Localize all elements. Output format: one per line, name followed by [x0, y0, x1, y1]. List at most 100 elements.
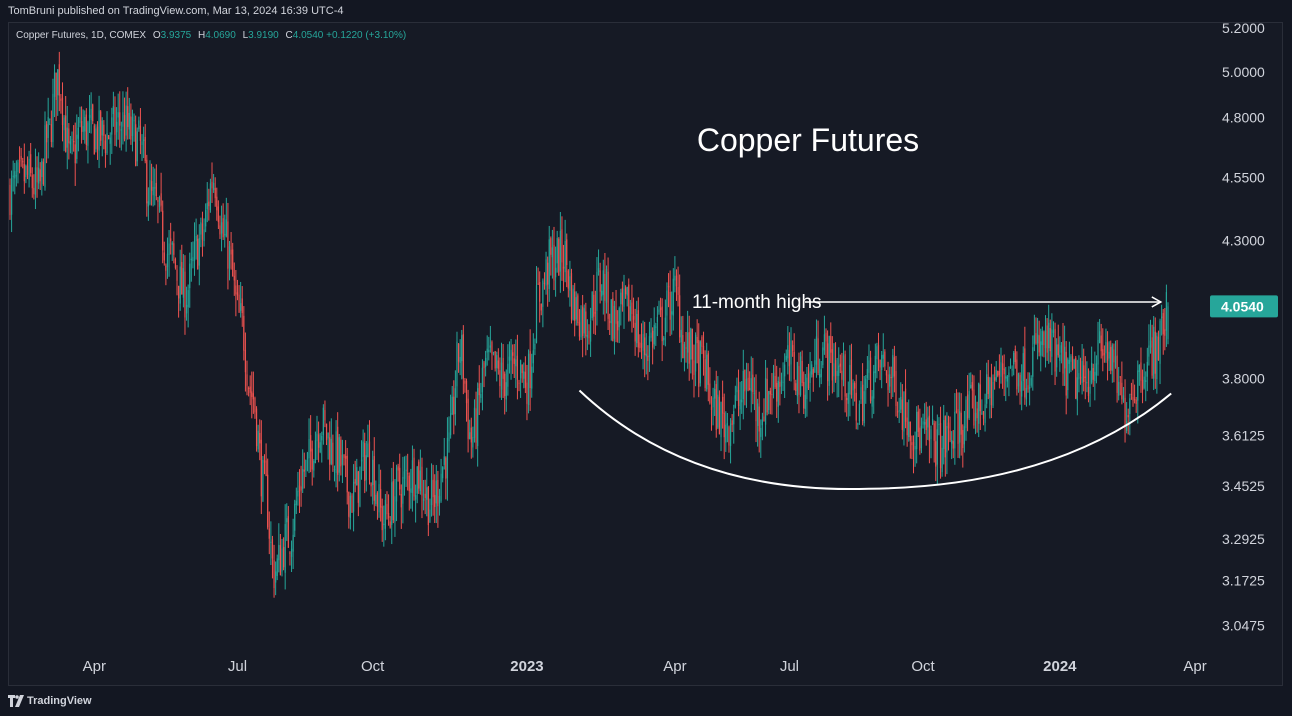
footer-brand[interactable]: TradingView — [27, 695, 92, 707]
candle-body — [469, 432, 470, 439]
candle-body — [234, 276, 235, 281]
candle-body — [460, 357, 461, 363]
candle-body — [518, 383, 519, 384]
candle-body — [946, 426, 947, 452]
candle-body — [65, 116, 66, 152]
candle-body — [992, 382, 993, 406]
candle-body — [593, 295, 594, 317]
candle-body — [440, 474, 441, 502]
candle-body — [786, 356, 787, 360]
candle-body — [288, 516, 289, 548]
candle-body — [1115, 356, 1116, 367]
candle-body — [439, 496, 440, 503]
candle-body — [1156, 336, 1157, 379]
candle-body — [550, 238, 551, 255]
candle-body — [350, 496, 351, 518]
candle-body — [1021, 381, 1022, 396]
candle-body — [940, 423, 941, 468]
candle-body — [918, 411, 919, 431]
candle-body — [235, 285, 236, 294]
candle-body — [1150, 341, 1151, 348]
candle-body — [522, 365, 523, 373]
candle-body — [606, 269, 607, 303]
candle-body — [211, 182, 212, 188]
candle-body — [165, 266, 166, 271]
candle-body — [289, 552, 290, 553]
candle-body — [1091, 363, 1092, 383]
candle-body — [208, 202, 209, 207]
candle-body — [614, 306, 615, 339]
candle-body — [1059, 355, 1060, 361]
candle-body — [1105, 342, 1106, 353]
candle-body — [846, 398, 847, 400]
candle-body — [1005, 376, 1006, 378]
candle-body — [17, 162, 18, 172]
y-tick-label: 4.8000 — [1222, 109, 1265, 125]
candle-body — [192, 257, 193, 261]
rounding-bottom-curve — [579, 391, 1171, 490]
candle-body — [840, 364, 841, 367]
candle-body — [79, 117, 80, 123]
candle-body — [929, 416, 930, 441]
y-tick-label: 5.0000 — [1222, 64, 1265, 80]
candle-body — [922, 421, 923, 424]
candle-body — [797, 362, 798, 396]
candle-body — [787, 345, 788, 358]
candle-body — [622, 288, 623, 304]
candle-body — [356, 467, 357, 485]
candle-body — [40, 169, 41, 181]
candle-body — [670, 292, 671, 320]
tradingview-logo-icon[interactable] — [8, 695, 24, 710]
candle-body — [868, 360, 869, 372]
candle-body — [54, 73, 55, 97]
candle-body — [172, 243, 173, 245]
candle-body — [1058, 344, 1059, 355]
candle-body — [695, 335, 696, 372]
candle-body — [94, 126, 95, 155]
candle-body — [1148, 345, 1149, 356]
candle-body — [413, 458, 414, 497]
candle-body — [763, 417, 764, 422]
candle-body — [308, 439, 309, 458]
candle-body — [294, 504, 295, 531]
candle-body — [425, 494, 426, 498]
candle-body — [1045, 330, 1046, 348]
candle-body — [1067, 359, 1068, 390]
candle-body — [1047, 325, 1048, 352]
candle-body — [625, 287, 626, 294]
candle-body — [98, 110, 99, 150]
candle-body — [326, 424, 327, 440]
candle-body — [604, 274, 605, 301]
candle-body — [693, 360, 694, 374]
candle-body — [914, 446, 915, 449]
candle-body — [530, 351, 531, 388]
candle-body — [332, 443, 333, 465]
candle-body — [442, 467, 443, 478]
candle-body — [148, 201, 149, 206]
candle-body — [972, 382, 973, 390]
candle-body — [1069, 360, 1070, 364]
candle-body — [407, 473, 408, 474]
candle-body — [948, 423, 949, 429]
candle-body — [420, 470, 421, 491]
candle-body — [1086, 382, 1087, 383]
candle-body — [232, 250, 233, 277]
last-price-label: 4.0540 — [1221, 298, 1264, 314]
candle-body — [689, 332, 690, 363]
candle-body — [343, 454, 344, 458]
candle-body — [1061, 345, 1062, 352]
candle-body — [558, 239, 559, 276]
candle-body — [168, 244, 169, 255]
candle-body — [644, 337, 645, 355]
candle-body — [595, 312, 596, 313]
candle-body — [197, 239, 198, 269]
candle-body — [526, 383, 527, 404]
candle-body — [135, 124, 136, 166]
candle-body — [835, 360, 836, 380]
candle-body — [808, 373, 809, 388]
candle-body — [363, 441, 364, 457]
candle-body — [342, 455, 343, 465]
close-label: C — [286, 30, 293, 41]
candle-body — [802, 361, 803, 383]
